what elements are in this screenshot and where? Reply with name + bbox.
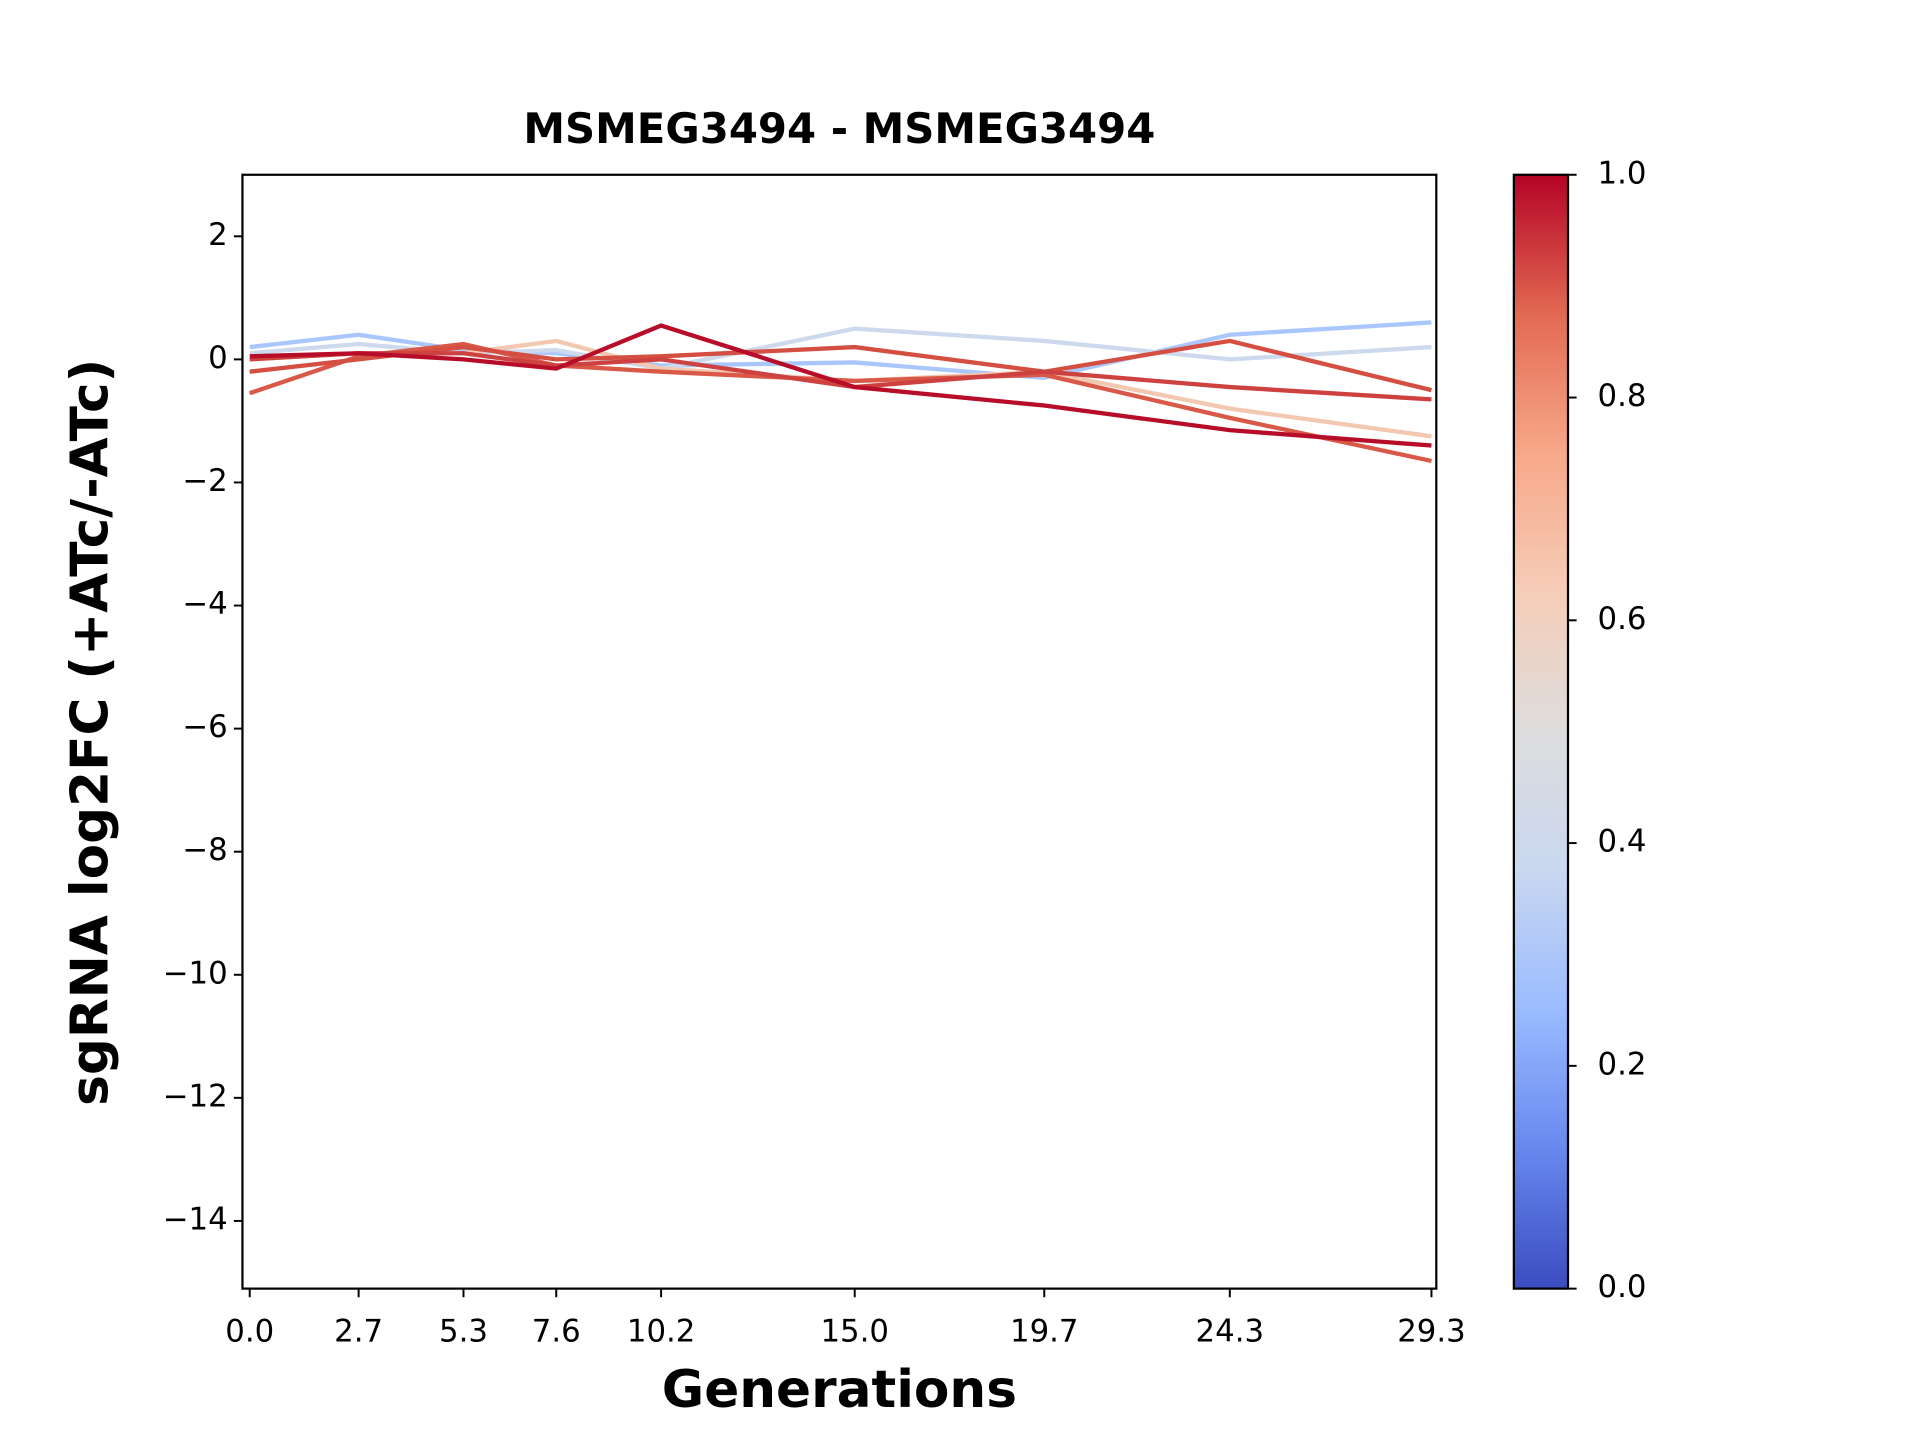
chart-title: MSMEG3494 - MSMEG3494 — [523, 104, 1155, 153]
colorbar — [1512, 173, 1570, 1290]
plot-frame — [241, 173, 1438, 1290]
colorbar-tick-label: 1.0 — [1598, 155, 1647, 191]
x-tick-label: 0.0 — [225, 1313, 274, 1349]
colorbar-tick-label: 0.8 — [1598, 378, 1647, 414]
x-tick-label: 19.7 — [1010, 1313, 1078, 1349]
x-tick-label: 29.3 — [1397, 1313, 1465, 1349]
y-tick-label: −8 — [182, 832, 227, 868]
y-tick-label: −6 — [182, 709, 227, 745]
colorbar-tick-label: 0.2 — [1598, 1046, 1647, 1082]
x-tick-label: 10.2 — [627, 1313, 695, 1349]
y-axis-label: sgRNA log2FC (+ATc/-ATc) — [61, 359, 121, 1106]
series-line — [249, 351, 1432, 402]
y-tick-label: −4 — [182, 586, 227, 622]
x-tick-label: 15.0 — [820, 1313, 888, 1349]
colorbar-tick-label: 0.4 — [1598, 824, 1647, 860]
x-tick-label: 7.6 — [532, 1313, 581, 1349]
y-tick-label: −14 — [163, 1201, 228, 1237]
colorbar-tick-label: 0.0 — [1598, 1269, 1647, 1305]
y-tick-label: −2 — [182, 463, 227, 499]
x-tick-label: 2.7 — [334, 1313, 383, 1349]
y-tick-label: 0 — [208, 340, 228, 376]
x-tick-label: 5.3 — [439, 1313, 488, 1349]
y-tick-label: −10 — [163, 955, 228, 991]
y-tick-label: 2 — [208, 217, 228, 253]
x-axis-label: Generations — [662, 1360, 1017, 1420]
x-tick-label: 24.3 — [1196, 1313, 1264, 1349]
series-line — [249, 323, 1432, 448]
colorbar-tick-label: 0.6 — [1598, 601, 1647, 637]
y-tick-label: −12 — [163, 1078, 228, 1114]
